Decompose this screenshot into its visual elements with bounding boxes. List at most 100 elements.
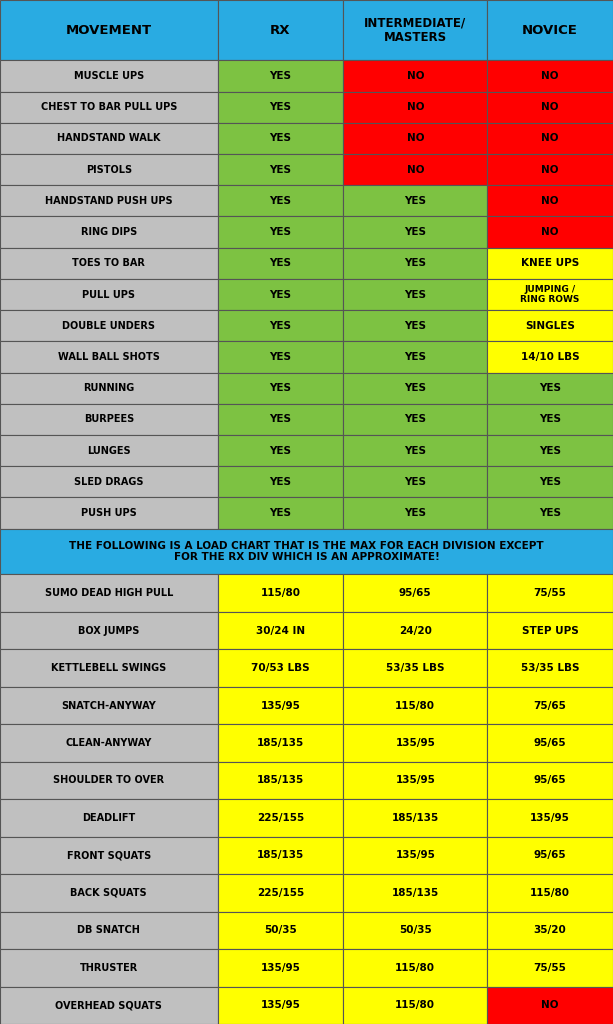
- Bar: [343, 799, 487, 837]
- Bar: [218, 154, 343, 185]
- Bar: [218, 986, 343, 1024]
- Text: CLEAN-ANYWAY: CLEAN-ANYWAY: [66, 738, 152, 748]
- Text: NO: NO: [541, 1000, 559, 1011]
- Text: YES: YES: [405, 508, 426, 518]
- Text: 135/95: 135/95: [395, 775, 435, 785]
- Bar: [0, 435, 218, 466]
- Bar: [0, 911, 218, 949]
- Text: YES: YES: [270, 352, 291, 361]
- Text: 185/135: 185/135: [257, 775, 304, 785]
- Text: 115/80: 115/80: [395, 700, 435, 711]
- Text: 115/80: 115/80: [530, 888, 570, 898]
- Text: 24/20: 24/20: [399, 626, 432, 636]
- Text: NO: NO: [541, 165, 559, 175]
- Text: 30/24 IN: 30/24 IN: [256, 626, 305, 636]
- Text: 185/135: 185/135: [257, 850, 304, 860]
- Bar: [0, 762, 218, 799]
- Text: HANDSTAND WALK: HANDSTAND WALK: [57, 133, 161, 143]
- Text: 185/135: 185/135: [257, 738, 304, 748]
- Text: 135/95: 135/95: [261, 963, 300, 973]
- Bar: [487, 341, 613, 373]
- Text: 115/80: 115/80: [395, 963, 435, 973]
- Text: THRUSTER: THRUSTER: [80, 963, 138, 973]
- Bar: [218, 248, 343, 279]
- Bar: [218, 403, 343, 435]
- Bar: [218, 799, 343, 837]
- Text: PISTOLS: PISTOLS: [86, 165, 132, 175]
- Bar: [487, 724, 613, 762]
- Bar: [218, 0, 343, 60]
- Text: 135/95: 135/95: [530, 813, 570, 823]
- Bar: [0, 799, 218, 837]
- Bar: [343, 612, 487, 649]
- Text: 95/65: 95/65: [399, 588, 432, 598]
- Bar: [343, 949, 487, 986]
- Bar: [487, 498, 613, 528]
- Text: HANDSTAND PUSH UPS: HANDSTAND PUSH UPS: [45, 196, 173, 206]
- Bar: [343, 762, 487, 799]
- Bar: [218, 874, 343, 911]
- Text: NOVICE: NOVICE: [522, 24, 578, 37]
- Text: MUSCLE UPS: MUSCLE UPS: [74, 71, 144, 81]
- Text: 53/35 LBS: 53/35 LBS: [521, 664, 579, 673]
- Text: YES: YES: [405, 321, 426, 331]
- Text: YES: YES: [405, 227, 426, 238]
- Bar: [487, 911, 613, 949]
- Bar: [218, 762, 343, 799]
- Bar: [487, 466, 613, 498]
- Bar: [0, 403, 218, 435]
- Bar: [0, 216, 218, 248]
- Bar: [343, 0, 487, 60]
- Text: SNATCH-ANYWAY: SNATCH-ANYWAY: [61, 700, 156, 711]
- Bar: [487, 874, 613, 911]
- Bar: [0, 373, 218, 403]
- Bar: [0, 91, 218, 123]
- Bar: [487, 60, 613, 91]
- Text: YES: YES: [539, 415, 561, 424]
- Bar: [0, 123, 218, 154]
- Bar: [487, 154, 613, 185]
- Bar: [487, 649, 613, 687]
- Text: INTERMEDIATE/
MASTERS: INTERMEDIATE/ MASTERS: [364, 16, 466, 44]
- Text: YES: YES: [270, 445, 291, 456]
- Bar: [487, 949, 613, 986]
- Bar: [0, 498, 218, 528]
- Bar: [0, 279, 218, 310]
- Bar: [218, 466, 343, 498]
- Bar: [343, 435, 487, 466]
- Bar: [487, 837, 613, 874]
- Text: 135/95: 135/95: [395, 738, 435, 748]
- Bar: [0, 574, 218, 612]
- Bar: [0, 837, 218, 874]
- Text: YES: YES: [270, 508, 291, 518]
- Bar: [218, 724, 343, 762]
- Text: YES: YES: [405, 415, 426, 424]
- Text: YES: YES: [270, 415, 291, 424]
- Bar: [0, 986, 218, 1024]
- Text: SHOULDER TO OVER: SHOULDER TO OVER: [53, 775, 164, 785]
- Bar: [218, 687, 343, 724]
- Text: 135/95: 135/95: [395, 850, 435, 860]
- Bar: [0, 248, 218, 279]
- Bar: [218, 435, 343, 466]
- Bar: [218, 310, 343, 341]
- Bar: [487, 123, 613, 154]
- Text: YES: YES: [270, 102, 291, 113]
- Text: BOX JUMPS: BOX JUMPS: [78, 626, 140, 636]
- Bar: [0, 874, 218, 911]
- Bar: [218, 91, 343, 123]
- Text: YES: YES: [270, 165, 291, 175]
- Text: NO: NO: [541, 71, 559, 81]
- Text: 95/65: 95/65: [534, 850, 566, 860]
- Text: 70/53 LBS: 70/53 LBS: [251, 664, 310, 673]
- Bar: [218, 123, 343, 154]
- Text: YES: YES: [270, 71, 291, 81]
- Bar: [343, 373, 487, 403]
- Text: YES: YES: [270, 196, 291, 206]
- Text: YES: YES: [270, 383, 291, 393]
- Bar: [343, 724, 487, 762]
- Text: RING DIPS: RING DIPS: [81, 227, 137, 238]
- Bar: [0, 612, 218, 649]
- Bar: [343, 649, 487, 687]
- Text: SLED DRAGS: SLED DRAGS: [74, 477, 143, 486]
